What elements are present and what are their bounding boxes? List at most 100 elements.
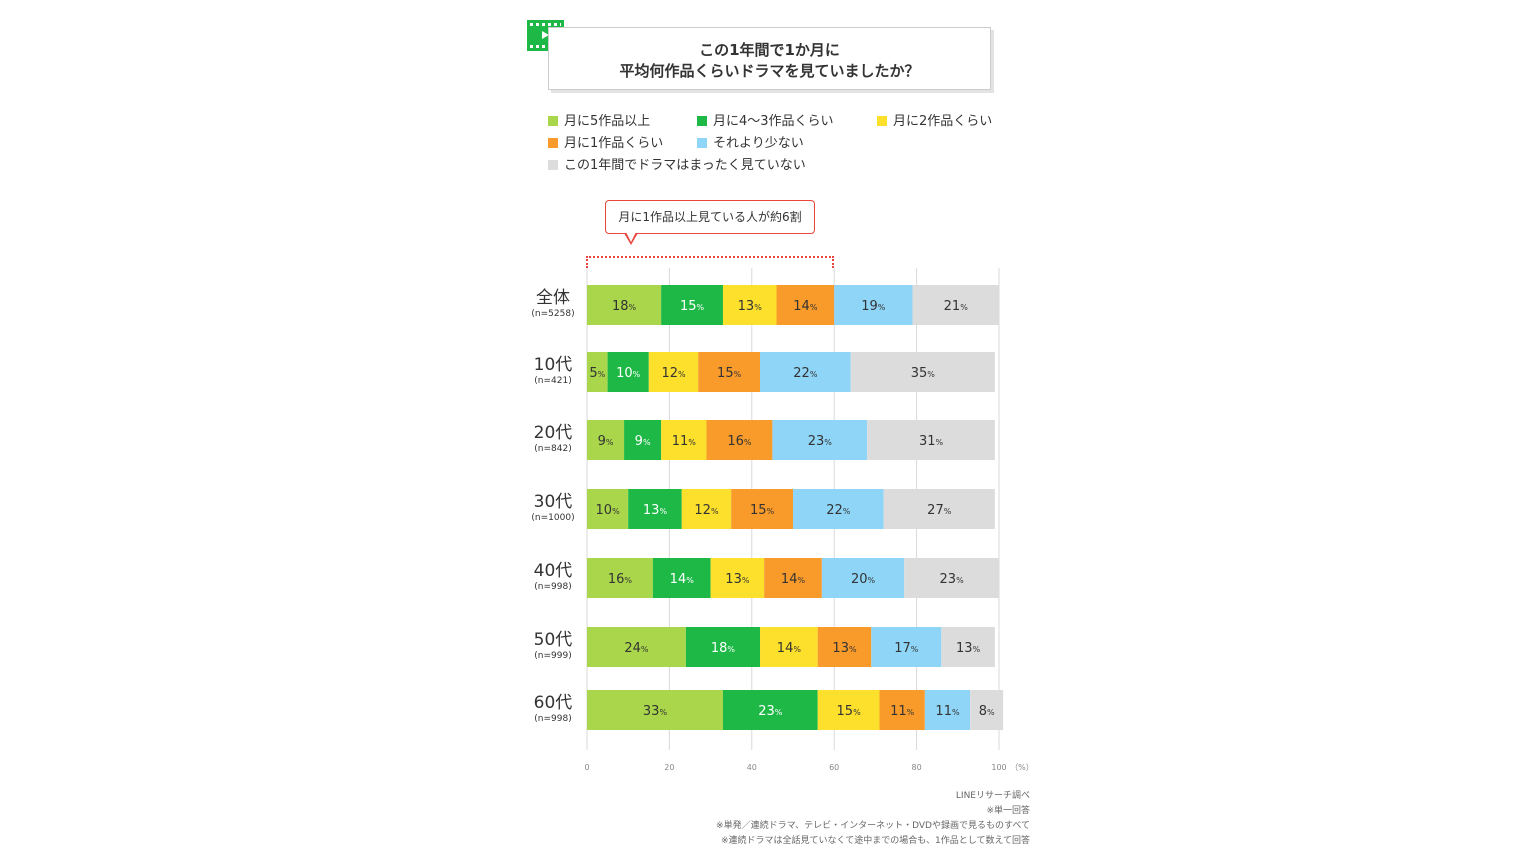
legend-label: 月に5作品以上 [564,114,651,129]
data-label: 5% [589,366,605,381]
bar-segment [871,627,942,667]
legend-label: 月に2作品くらい [893,114,993,129]
bar-segment [760,627,818,667]
data-label: 14% [781,572,806,587]
bar-segment [850,352,995,392]
data-label: 14% [793,299,818,314]
legend-item-5plus: 月に5作品以上 [548,114,650,130]
bar-segment [834,285,913,325]
bar-segment [648,352,699,392]
chart-title-line-1: この1年間で1か月に [699,41,840,59]
legend-swatch [877,116,887,126]
data-label: 15% [680,299,705,314]
sample-size-label: (n=998) [534,714,572,724]
data-label: 12% [661,366,686,381]
row-label: 10代 (n=421) [520,355,586,388]
bar-segment [685,627,761,667]
data-label: 20% [851,572,876,587]
sample-size-label: (n=999) [534,651,572,661]
bar-segment [652,558,711,598]
bar-segment [970,690,1004,730]
bar-segment [821,558,905,598]
category-label: 30代 [533,492,573,512]
legend-item-1: 月に1作品くらい [548,136,663,152]
bar-segment [722,690,818,730]
x-tick-label: 60 [829,763,839,772]
bar-segment [624,420,662,460]
data-label: 19% [861,299,886,314]
category-label: 40代 [533,561,573,581]
legend-item-2: 月に2作品くらい [877,114,992,130]
data-label: 11% [935,704,960,719]
data-label: 22% [793,366,818,381]
data-label: 15% [717,366,742,381]
bar-segment [904,558,999,598]
bar-segment [661,285,723,325]
legend-item-none: この1年間でドラマはまったく見ていない [548,158,806,174]
bar-segment [912,285,999,325]
legend-swatch [697,138,707,148]
footnote-single-answer: ※単一回答 [986,806,1030,816]
data-label: 33% [643,704,668,719]
data-label: 12% [694,503,719,518]
x-tick-label: 20 [664,763,674,772]
bar-segment [793,489,884,529]
callout-text: 月に1作品以上見ている人が約6割 [618,210,802,224]
x-axis-unit: （%） [1010,763,1034,772]
bar-segment [776,285,835,325]
sample-size-label: (n=421) [534,376,572,386]
bar-segment [867,420,995,460]
callout-bracket [586,256,834,268]
data-label: 31% [919,434,944,449]
data-label: 16% [727,434,752,449]
bar-segment [587,690,723,730]
bar-segment [587,352,608,392]
data-label: 13% [643,503,668,518]
data-label: 11% [890,704,915,719]
bar-segment [722,285,777,325]
data-label: 13% [832,641,857,656]
legend-swatch [697,116,707,126]
data-label: 17% [894,641,919,656]
category-label: 全体 [536,288,570,308]
legend-label: この1年間でドラマはまったく見ていない [564,158,806,173]
x-tick-label: 40 [747,763,757,772]
callout-tail-fill [626,232,636,242]
data-label: 23% [758,704,783,719]
legend-label: それより少ない [713,136,804,151]
data-label: 8% [979,704,995,719]
legend: 月に5作品以上 月に4〜3作品くらい 月に2作品くらい 月に1作品くらい それよ… [548,114,1018,176]
bar-segment [817,690,880,730]
callout-box: 月に1作品以上見ている人が約6割 [605,200,815,234]
data-label: 27% [927,503,952,518]
footnote-counting: ※連続ドラマは全話見ていなくて途中までの場合も、1作品として数えて回答 [720,836,1030,846]
row-label: 40代 (n=998) [520,561,586,594]
bar-segment [760,352,851,392]
sample-size-label: (n=1000) [531,513,575,523]
category-label: 10代 [533,355,573,375]
bar-segment [764,558,822,598]
data-label: 13% [738,299,763,314]
bar-segment [883,489,995,529]
x-tick-label: 100 [991,763,1006,772]
sample-size-label: (n=5258) [531,309,575,319]
data-label: 10% [616,366,641,381]
bar-segment [698,352,761,392]
bar-segment [731,489,793,529]
data-label: 18% [711,641,736,656]
bar-segment [817,627,872,667]
data-label: 13% [956,641,981,656]
legend-swatch [548,160,558,170]
chart-title-line-2: 平均何作品くらいドラマを見ていましたか？ [619,62,920,80]
data-label: 14% [777,641,802,656]
row-label: 50代 (n=999) [520,630,586,663]
data-label: 16% [608,572,633,587]
footnote-source: LINEリサーチ調べ [955,791,1030,801]
data-label: 24% [624,641,649,656]
data-label: 22% [826,503,851,518]
data-label: 23% [940,572,965,587]
sample-size-label: (n=842) [534,444,572,454]
bar-segment [628,489,682,529]
